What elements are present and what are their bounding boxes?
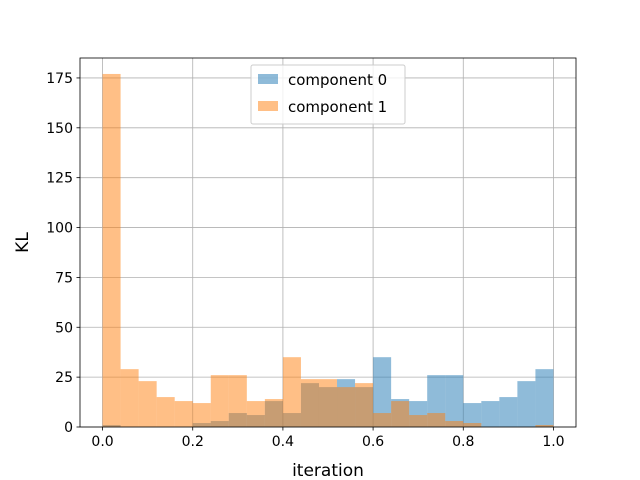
plot-frame xyxy=(79,57,577,428)
bar-component-1 xyxy=(192,403,211,427)
bar-component-1 xyxy=(228,375,247,427)
bar-component-1 xyxy=(156,397,175,427)
y-tick-label: 75 xyxy=(55,270,73,286)
bar-component-0 xyxy=(463,403,482,427)
bar-component-1 xyxy=(445,421,464,427)
x-tick-label: 0.8 xyxy=(452,434,474,450)
bar-component-1 xyxy=(373,413,392,427)
bar-component-0 xyxy=(445,375,464,427)
bars xyxy=(102,73,554,427)
bar-component-0 xyxy=(535,369,554,427)
bar-component-1 xyxy=(355,383,374,427)
bar-component-1 xyxy=(246,401,265,427)
bar-component-0 xyxy=(373,357,392,427)
legend-swatch-component-0 xyxy=(258,74,278,84)
y-tick-label: 25 xyxy=(55,370,73,386)
bar-component-1 xyxy=(264,399,283,427)
legend: component 0 component 1 xyxy=(250,64,406,125)
y-tick-label: 50 xyxy=(55,320,73,336)
y-tick-label: 100 xyxy=(46,221,73,237)
x-tick-label: 0.6 xyxy=(362,434,384,450)
y-tick-label: 175 xyxy=(46,71,73,87)
x-axis: 0.0 0.2 0.4 0.6 0.8 1.0 xyxy=(91,427,565,450)
x-tick-label: 1.0 xyxy=(542,434,564,450)
bar-component-1 xyxy=(337,387,356,427)
bar-component-1 xyxy=(120,369,139,427)
bar-component-1 xyxy=(138,381,157,427)
x-tick-label: 0.2 xyxy=(182,434,204,450)
x-axis-label: iteration xyxy=(292,461,364,480)
legend-box xyxy=(250,64,406,125)
legend-swatch-component-1 xyxy=(258,101,278,111)
legend-label-component-0: component 0 xyxy=(288,71,387,89)
bar-component-1 xyxy=(463,423,482,427)
bar-component-1 xyxy=(535,425,554,427)
bar-component-0 xyxy=(499,397,518,427)
bar-component-1 xyxy=(210,375,229,427)
legend-label-component-1: component 1 xyxy=(288,98,387,116)
bar-component-1 xyxy=(102,73,121,427)
y-axis-label: KL xyxy=(13,232,33,253)
bar-component-1 xyxy=(409,415,428,427)
bar-component-1 xyxy=(282,357,301,427)
x-tick-label: 0.4 xyxy=(272,434,294,450)
bar-component-1 xyxy=(427,413,446,427)
bar-component-1 xyxy=(391,401,410,427)
y-tick-label: 125 xyxy=(46,171,73,187)
bar-component-0 xyxy=(481,401,500,427)
bar-component-1 xyxy=(174,401,193,427)
bar-component-1 xyxy=(300,379,319,427)
bar-component-1 xyxy=(318,379,338,427)
y-axis: 0 25 50 75 100 125 150 175 xyxy=(46,71,80,436)
x-tick-label: 0.0 xyxy=(91,434,113,450)
y-tick-label: 0 xyxy=(64,420,73,436)
y-tick-label: 150 xyxy=(46,121,73,137)
bar-component-0 xyxy=(517,381,536,427)
